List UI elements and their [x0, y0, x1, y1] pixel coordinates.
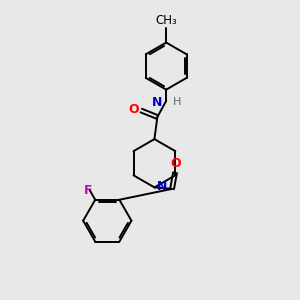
Text: H: H	[173, 97, 181, 107]
Text: F: F	[84, 184, 92, 196]
Text: N: N	[152, 95, 162, 109]
Text: CH₃: CH₃	[155, 14, 177, 27]
Text: N: N	[157, 180, 167, 193]
Text: O: O	[128, 103, 139, 116]
Text: O: O	[170, 157, 181, 170]
